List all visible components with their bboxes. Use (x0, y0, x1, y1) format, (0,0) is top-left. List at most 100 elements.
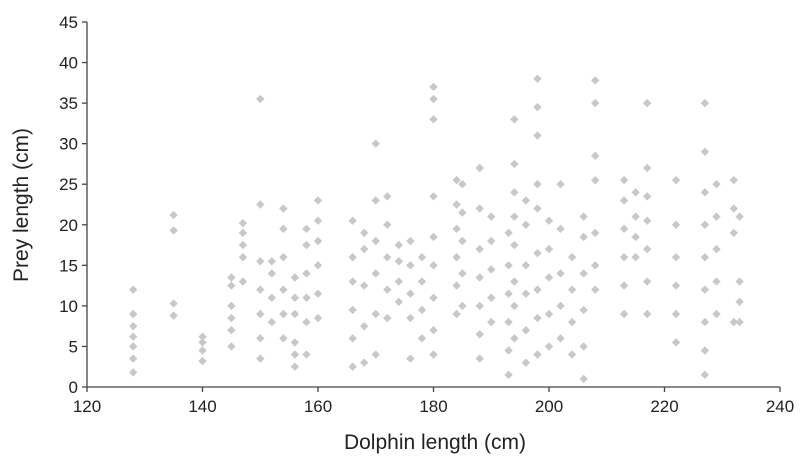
data-point (619, 253, 629, 262)
data-point (406, 289, 415, 298)
data-point (487, 317, 496, 327)
data-point (735, 317, 744, 327)
data-point (521, 326, 531, 335)
data-point (429, 115, 438, 124)
data-point (544, 273, 554, 282)
data-point (452, 200, 461, 209)
data-point (256, 200, 265, 209)
data-point (579, 269, 588, 278)
y-tick-label: 45 (59, 13, 78, 32)
data-point (700, 346, 710, 355)
data-point (729, 204, 738, 213)
data-point (417, 305, 427, 315)
data-point (521, 289, 531, 298)
data-point (544, 244, 554, 254)
data-point (406, 313, 415, 323)
data-point (238, 277, 248, 286)
data-point (302, 317, 311, 327)
data-point (360, 321, 369, 331)
data-point (256, 94, 265, 104)
data-point (267, 293, 276, 302)
data-point (533, 204, 542, 213)
data-point (458, 269, 467, 278)
data-point (700, 253, 710, 262)
data-point (458, 236, 467, 246)
data-point (642, 98, 652, 108)
data-point (579, 305, 588, 315)
data-point (642, 216, 652, 225)
data-point (371, 139, 380, 148)
data-point (504, 346, 513, 355)
data-point (371, 196, 380, 205)
data-point (475, 301, 484, 311)
data-point (504, 370, 513, 380)
data-point (729, 317, 738, 327)
data-point (556, 224, 565, 234)
x-tick-label: 120 (73, 397, 101, 416)
data-point (290, 362, 300, 371)
data-point (429, 326, 438, 335)
data-point (544, 309, 554, 319)
data-point (267, 317, 276, 327)
data-point (227, 273, 236, 282)
data-point (313, 289, 323, 298)
data-point (394, 240, 404, 250)
data-point (544, 216, 554, 225)
data-point (394, 297, 404, 307)
data-point (533, 248, 542, 258)
data-point (238, 228, 248, 238)
data-point (591, 285, 600, 294)
data-point (487, 236, 496, 246)
data-point (383, 220, 392, 229)
data-point (735, 297, 744, 307)
data-point (383, 253, 392, 262)
data-point (533, 180, 542, 189)
y-tick-label: 5 (69, 337, 78, 356)
data-point (129, 309, 138, 319)
data-point (279, 253, 288, 262)
data-point (510, 159, 519, 169)
data-point (129, 354, 138, 363)
y-tick-label: 0 (69, 378, 78, 397)
data-point (631, 253, 640, 262)
data-point (458, 301, 467, 311)
x-tick-label: 160 (304, 397, 332, 416)
data-point (700, 317, 710, 327)
data-point (642, 192, 652, 201)
x-tick-label: 200 (535, 397, 563, 416)
data-point (700, 188, 710, 197)
data-point (238, 253, 248, 262)
data-point (371, 309, 380, 319)
data-point (671, 309, 681, 319)
data-point (631, 232, 640, 242)
data-point (360, 358, 369, 367)
data-point (567, 317, 577, 327)
data-point (475, 354, 484, 363)
data-point (533, 74, 542, 83)
data-point (348, 334, 357, 343)
data-point (475, 330, 484, 339)
data-point (671, 338, 681, 347)
data-point (417, 277, 427, 286)
data-point (510, 212, 519, 221)
data-point (712, 244, 721, 254)
data-point (712, 309, 721, 319)
data-point (279, 309, 288, 319)
data-point (579, 212, 588, 221)
data-point (729, 175, 738, 185)
data-point (256, 257, 265, 266)
data-point (619, 281, 629, 290)
data-point (591, 228, 600, 238)
data-point (348, 253, 357, 262)
data-point (533, 131, 542, 140)
data-point (487, 293, 496, 302)
data-point (360, 228, 369, 238)
data-point (429, 82, 438, 92)
data-point (475, 244, 484, 254)
data-point (290, 309, 300, 319)
data-point (383, 313, 392, 323)
data-point (313, 196, 323, 205)
data-point (267, 269, 276, 278)
data-point (619, 175, 629, 185)
data-point (452, 281, 461, 290)
